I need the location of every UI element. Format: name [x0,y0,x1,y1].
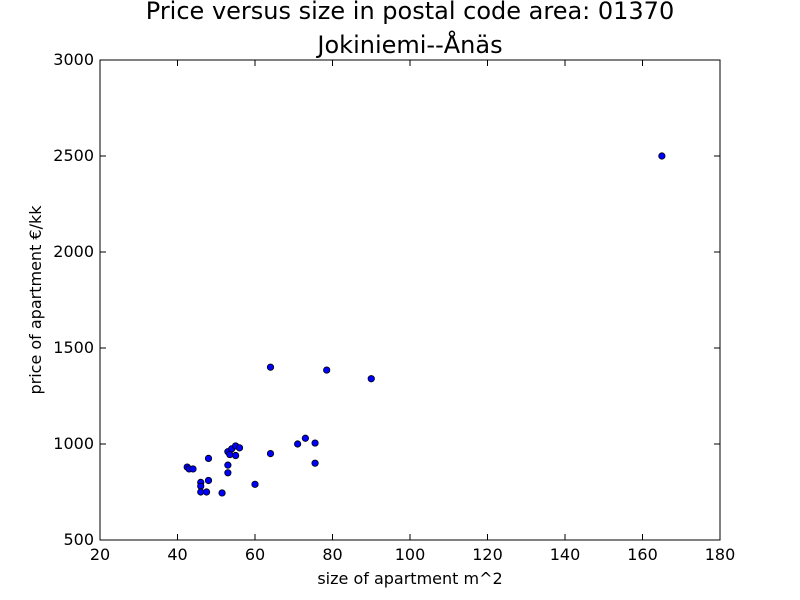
scatter-point [224,469,232,477]
scatter-point [301,434,309,442]
plot-area [100,60,720,540]
y-tick-label: 1000 [53,434,94,453]
scatter-point [232,451,240,460]
x-tick-label: 160 [627,545,658,564]
x-tick-label: 20 [90,545,110,564]
scatter-point [202,488,211,496]
scatter-points [183,152,666,497]
x-tick-label: 120 [472,545,503,564]
scatter-point [189,465,197,473]
scatter-point [224,461,232,469]
y-tick-label: 2000 [53,242,94,261]
y-tick-label: 500 [63,530,94,549]
x-tick-label: 180 [705,545,736,564]
scatter-point [367,375,375,383]
scatter-point [658,152,666,160]
scatter-point [251,480,259,488]
y-tick-label: 1500 [53,338,94,357]
chart-title-line-1: Price versus size in postal code area: 0… [146,0,674,25]
scatter-point [218,489,226,497]
x-tick-label: 80 [322,545,342,564]
x-tick-label: 60 [245,545,265,564]
scatter-point [204,476,213,485]
scatter-point [266,449,275,458]
scatter-point [311,439,319,447]
x-axis-label: size of apartment m^2 [317,569,502,588]
y-tick-label: 2500 [53,146,94,165]
y-axis-label: price of apartment €/kk [26,205,45,395]
plot-frame [99,59,721,541]
x-tick-label: 140 [550,545,581,564]
chart-title-line-2: Jokiniemi--Ånäs [315,30,502,59]
scatter-point [323,366,331,374]
x-tick-label: 100 [395,545,426,564]
scatter-point [311,459,319,467]
scatter-point [266,363,275,371]
y-axis-ticks: 500 1000 1500 2000 2500 3000 [53,50,720,549]
scatter-point [235,444,244,452]
x-tick-label: 40 [167,545,187,564]
scatter-point [204,454,213,462]
x-axis-ticks: 20 40 60 80 100 120 140 160 180 [90,60,735,564]
scatter-point [294,440,302,448]
y-tick-label: 3000 [53,50,94,69]
